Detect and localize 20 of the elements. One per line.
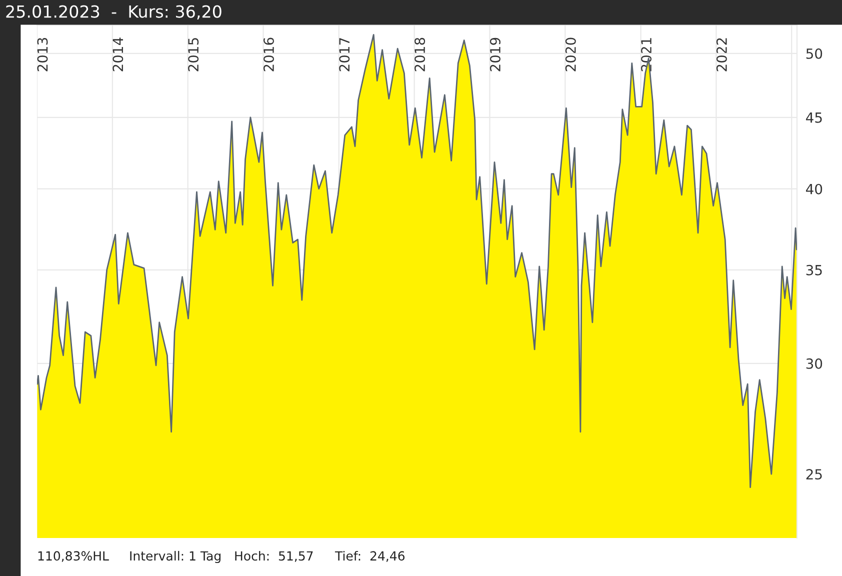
x-tick-label: 2017 (339, 38, 350, 72)
text: 110,83%HL (38, 551, 109, 562)
text: Intervall: 1 Tag (130, 550, 220, 564)
x-tick-label: 2016 (264, 38, 274, 72)
x-tick-label: 2014 (112, 38, 124, 72)
x-tick-label: 2015 (188, 38, 199, 72)
y-tick-label: 50 (806, 48, 822, 59)
y-tick-label: 25 (806, 469, 822, 480)
y-tick-label: 40 (806, 184, 822, 194)
x-tick-label: 2019 (490, 38, 500, 72)
x-tick-label: 2013 (37, 38, 48, 72)
y-tick-label: 30 (806, 358, 822, 369)
text: Hoch: 51,57 (235, 550, 313, 562)
y-tick-label: 35 (806, 264, 822, 276)
x-tick-label: 2022 (716, 38, 727, 72)
x-tick-label: 2020 (565, 38, 576, 72)
text: Tief: 24,46 (334, 550, 405, 562)
y-tick-label: 45 (806, 112, 822, 123)
chart-title: 25.01.2023 - Kurs: 36,20 (6, 5, 222, 20)
x-tick-label: 2018 (414, 38, 426, 72)
